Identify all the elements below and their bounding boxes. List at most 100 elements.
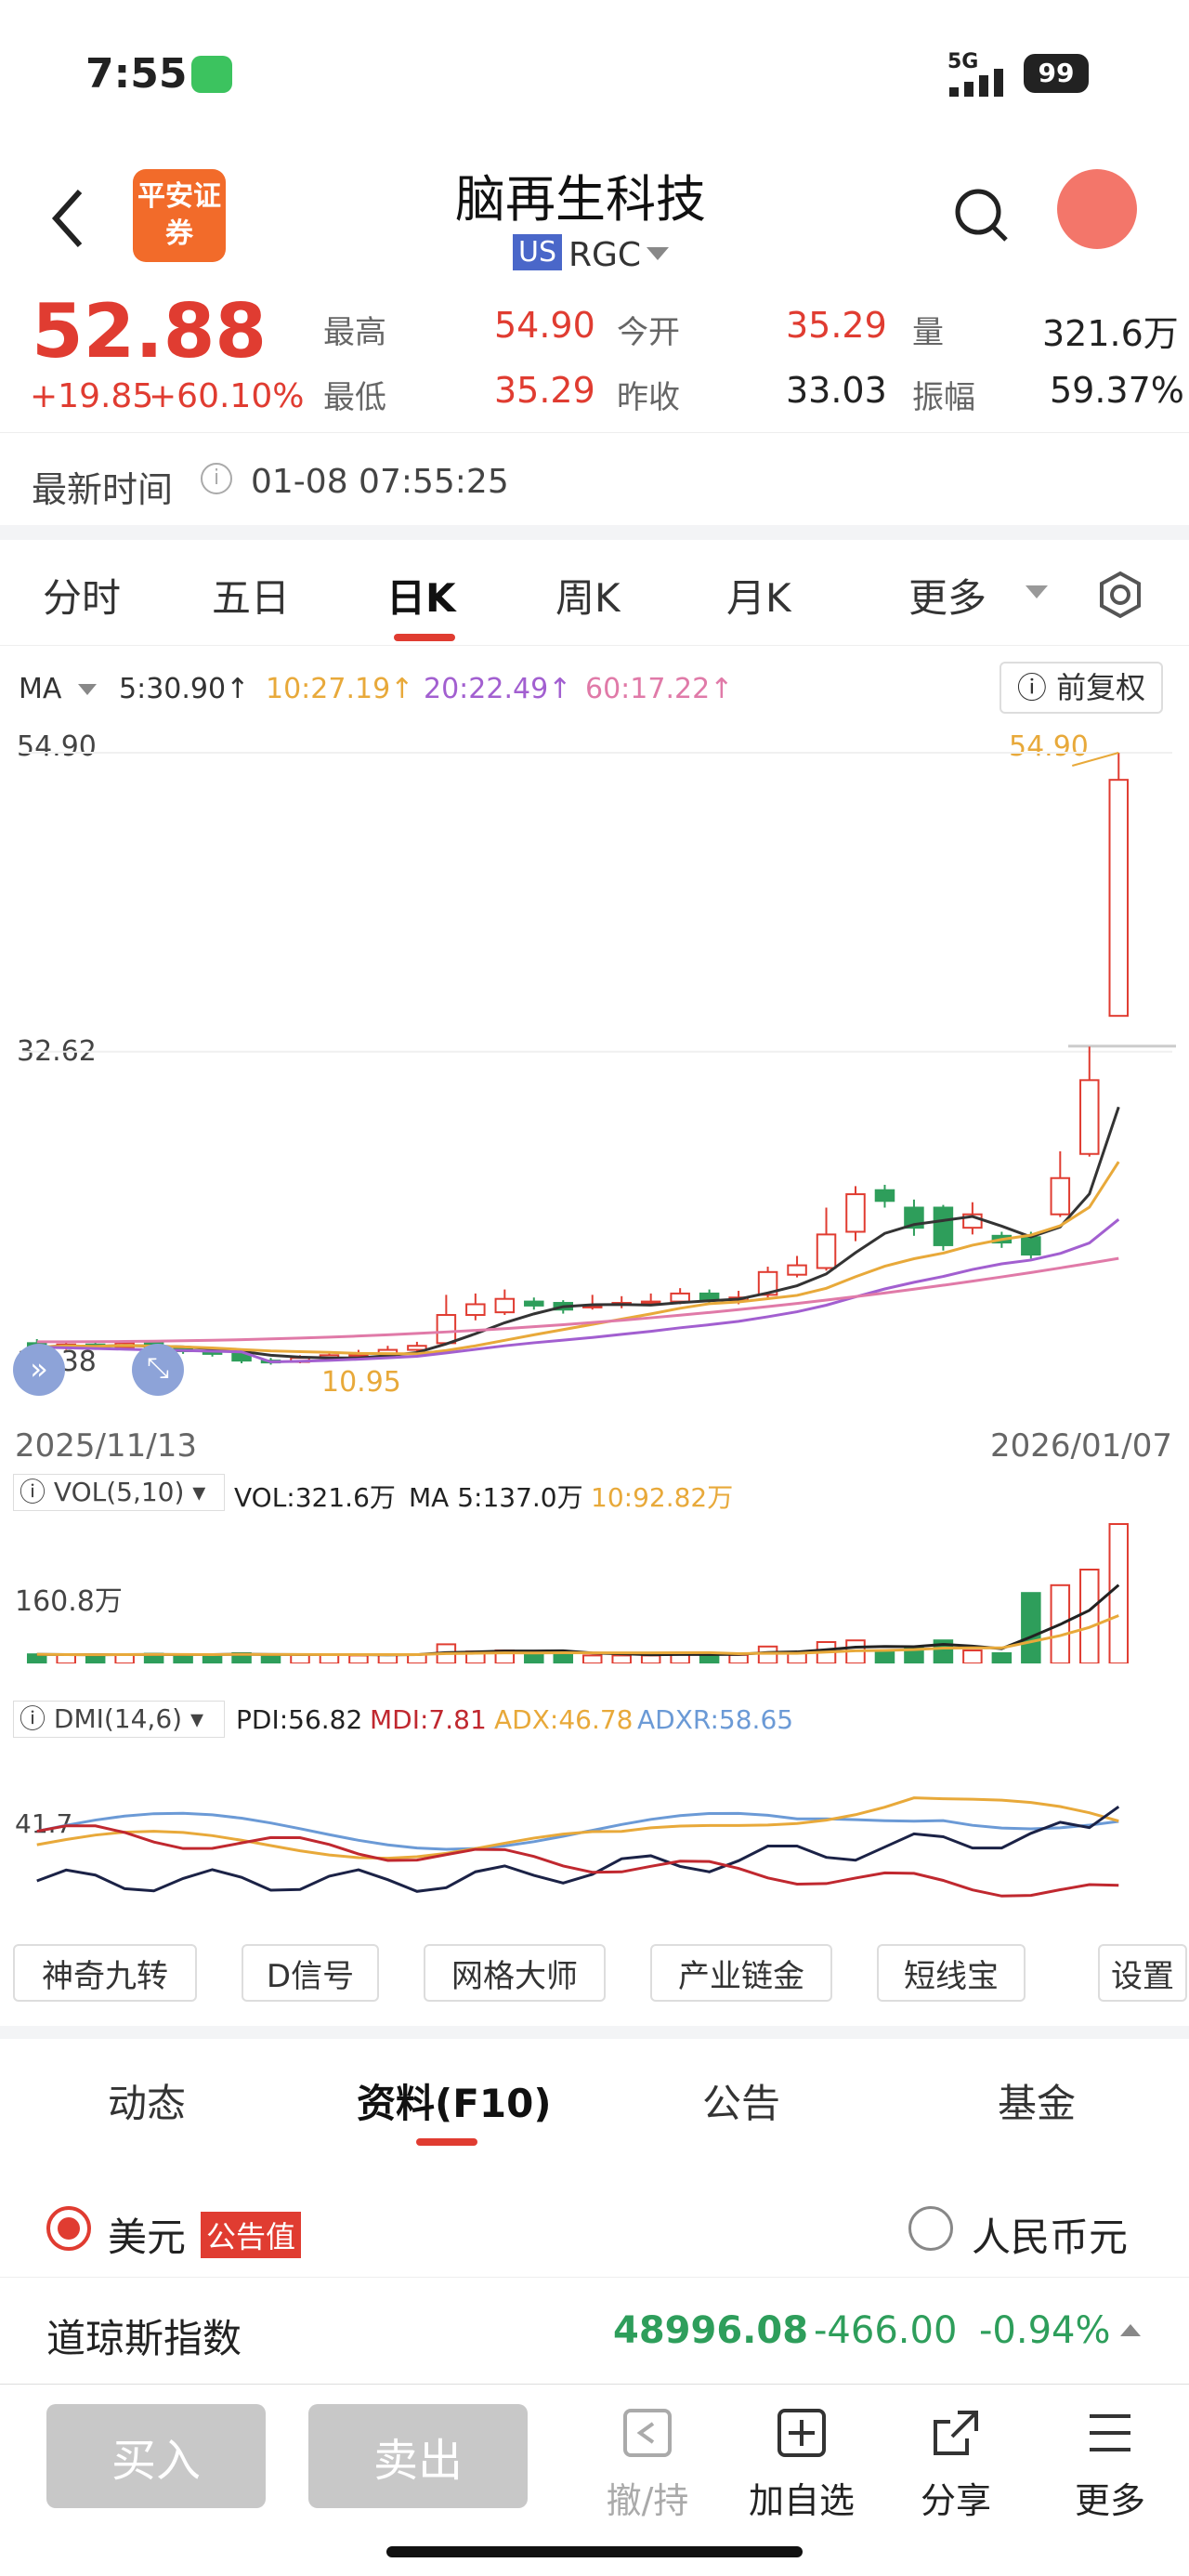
- tool-magic-nine[interactable]: 神奇九转: [13, 1944, 197, 2002]
- usd-label[interactable]: 美元: [108, 2215, 187, 2260]
- prev-close-label: 昨收: [617, 379, 680, 416]
- chevron-up-icon[interactable]: [1120, 2324, 1141, 2336]
- more-button[interactable]: 更多: [1050, 2407, 1170, 2523]
- period-tabs: 分时 五日 日K 周K 月K 更多: [0, 539, 1189, 646]
- cancel-hold-button[interactable]: 撤/持: [587, 2407, 708, 2523]
- adjust-button[interactable]: ⓘ 前复权: [1000, 662, 1163, 714]
- candle: [670, 1292, 690, 1303]
- cny-radio[interactable]: [908, 2206, 953, 2251]
- min-price-marker: 10.95: [321, 1366, 401, 1399]
- candle: [845, 1193, 866, 1233]
- tab-weekly-k[interactable]: 周K: [555, 575, 621, 621]
- stock-header: 平安证券 脑再生科技 US RGC: [0, 149, 1189, 288]
- gear-icon[interactable]: [1096, 571, 1144, 619]
- update-time-value: 01-08 07:55:25: [251, 463, 509, 501]
- usd-badge: 公告值: [201, 2212, 302, 2258]
- info-icon[interactable]: i: [201, 463, 232, 494]
- tool-chain-gold[interactable]: 产业链金: [650, 1944, 832, 2002]
- ma20-value: 20:22.49↑: [424, 673, 572, 705]
- buy-button[interactable]: 买入: [46, 2404, 266, 2508]
- back-icon[interactable]: [46, 186, 91, 251]
- vol-ma10-line: [36, 1614, 1119, 1657]
- volume-bar: [874, 1650, 895, 1663]
- fullscreen-icon[interactable]: ⤡: [132, 1344, 184, 1396]
- search-icon[interactable]: [952, 186, 1012, 245]
- candle: [1108, 779, 1130, 1018]
- update-time-label: 最新时间: [32, 469, 174, 510]
- expand-icon[interactable]: »: [13, 1344, 65, 1396]
- add-icon: [777, 2409, 826, 2457]
- vol-indicator-select[interactable]: ⓘ VOL(5,10) ▾: [13, 1474, 225, 1511]
- tab-intraday[interactable]: 分时: [43, 575, 122, 621]
- candle: [933, 1206, 954, 1246]
- divider: [0, 2026, 1189, 2039]
- more-dropdown-icon[interactable]: [1026, 585, 1048, 598]
- candle: [1050, 1176, 1071, 1216]
- tab-daily-k[interactable]: 日K: [386, 575, 456, 621]
- usd-radio[interactable]: [46, 2206, 91, 2251]
- volume-chart[interactable]: [0, 1515, 1189, 1663]
- vol-ma10: 10:92.82万: [591, 1482, 734, 1513]
- candle: [436, 1314, 457, 1345]
- tab-f10[interactable]: 资料(F10): [357, 2081, 552, 2126]
- menu-icon: [1090, 2414, 1130, 2451]
- candlestick-chart[interactable]: [0, 725, 1189, 1413]
- tool-settings[interactable]: 设置: [1098, 1944, 1187, 2002]
- avatar[interactable]: [1057, 169, 1137, 249]
- ma10-value: 10:27.19↑: [266, 673, 414, 705]
- wechat-icon: [191, 56, 232, 93]
- market-badge: US: [513, 234, 563, 270]
- tab-funds[interactable]: 基金: [998, 2081, 1077, 2126]
- ma60-line: [36, 1256, 1119, 1344]
- volume-value: 321.6万: [1042, 313, 1179, 354]
- index-change: -466.00: [814, 2309, 958, 2352]
- battery-level: 99: [1038, 58, 1075, 88]
- volume-bar: [581, 1654, 603, 1663]
- ma-label[interactable]: MA: [19, 673, 62, 705]
- tab-news[interactable]: 动态: [108, 2081, 187, 2126]
- add-watchlist-button[interactable]: 加自选: [741, 2407, 862, 2523]
- ma-dropdown-icon[interactable]: [78, 684, 97, 695]
- high-label: 最高: [323, 314, 386, 351]
- adx-line: [36, 1796, 1119, 1860]
- dmi-y-label: 41.7: [15, 1808, 73, 1839]
- date-start: 2025/11/13: [15, 1427, 197, 1465]
- sell-button[interactable]: 卖出: [308, 2404, 528, 2508]
- ticker-symbol[interactable]: RGC: [568, 236, 642, 274]
- tab-five-day[interactable]: 五日: [212, 575, 291, 621]
- index-ticker-bar[interactable]: 道琼斯指数 48996.08 -466.00 -0.94%: [0, 2277, 1189, 2384]
- tool-short-line[interactable]: 短线宝: [877, 1944, 1026, 2002]
- open-label: 今开: [617, 314, 680, 351]
- volume-bar: [319, 1653, 340, 1663]
- ma10-line: [36, 1161, 1120, 1356]
- tab-announcements[interactable]: 公告: [702, 2081, 781, 2126]
- volume-bar: [85, 1653, 106, 1663]
- chart-area[interactable]: MA 5:30.90↑ 10:27.19↑ 20:22.49↑ 60:17.22…: [0, 651, 1189, 1989]
- candle: [757, 1270, 778, 1296]
- signal-icon: [949, 69, 1003, 97]
- candle: [1021, 1236, 1041, 1256]
- dmi-indicator-select[interactable]: ⓘ DMI(14,6) ▾: [13, 1701, 225, 1738]
- dmi-adx: ADX:46.78: [494, 1704, 634, 1735]
- candle: [1079, 1079, 1100, 1155]
- broker-logo: 平安证券: [133, 169, 226, 262]
- ticker-dropdown-icon[interactable]: [647, 247, 669, 260]
- index-name: 道琼斯指数: [46, 2316, 242, 2361]
- cny-label[interactable]: 人民币元: [972, 2215, 1129, 2260]
- share-button[interactable]: 分享: [895, 2407, 1016, 2523]
- volume-bar: [202, 1653, 223, 1663]
- volume-bar: [348, 1654, 369, 1663]
- kline-y-top: 54.90: [17, 730, 97, 763]
- ma5-line: [36, 1106, 1120, 1360]
- prev-close-value: 33.03: [786, 370, 887, 411]
- quote-panel: 52.88 +19.85 +60.10% 最高 54.90 今开 35.29 量…: [0, 288, 1189, 432]
- tab-more[interactable]: 更多: [908, 575, 987, 621]
- home-indicator: [386, 2546, 803, 2557]
- tool-grid-master[interactable]: 网格大师: [424, 1944, 606, 2002]
- vol-ma5: MA 5:137.0万: [409, 1482, 583, 1513]
- dmi-chart[interactable]: [0, 1745, 1189, 1931]
- amplitude-label: 振幅: [912, 379, 975, 416]
- volume-bar: [962, 1649, 983, 1663]
- tab-monthly-k[interactable]: 月K: [726, 575, 791, 621]
- tool-d-signal[interactable]: D信号: [242, 1944, 379, 2002]
